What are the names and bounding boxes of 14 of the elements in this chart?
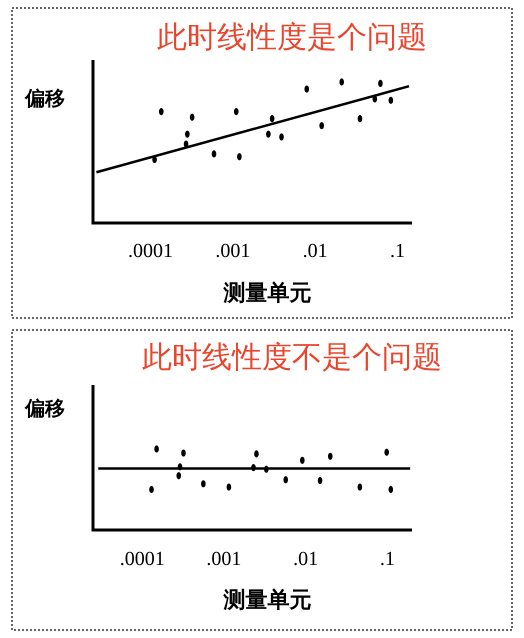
x-tick-label: .001: [206, 548, 242, 570]
y-axis-title: 偏移: [24, 396, 65, 420]
x-tick-label: .001: [215, 240, 250, 262]
x-axis-title: 测量单元: [222, 281, 312, 306]
chart-title: 此时线性度是个问题: [157, 20, 427, 55]
x-tick-label: .01: [302, 240, 328, 262]
x-tick-label: .1: [390, 240, 406, 262]
x-tick-label: .0001: [120, 548, 165, 570]
x-tick-label: .1: [380, 548, 395, 570]
y-axis-title: 偏移: [24, 86, 65, 110]
x-tick-label: .01: [293, 548, 318, 570]
x-axis-title: 测量单元: [222, 588, 312, 613]
x-tick-label: .0001: [128, 240, 174, 262]
chart-title: 此时线性度不是个问题: [142, 340, 442, 375]
